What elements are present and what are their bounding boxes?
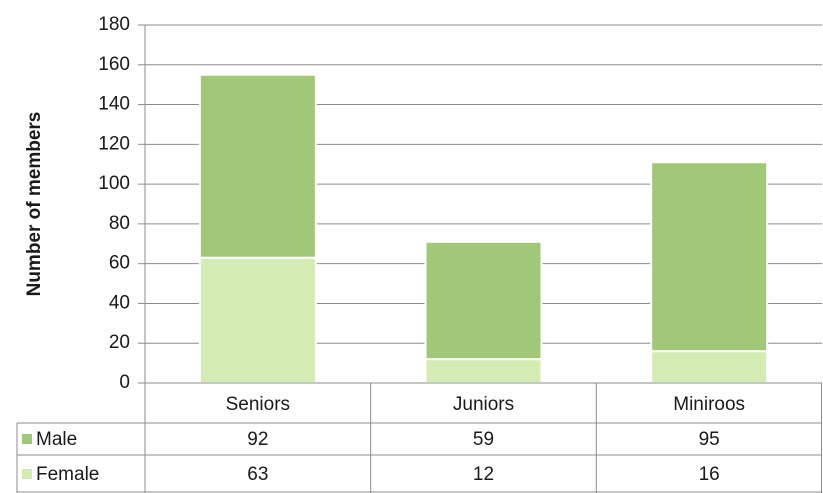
bar-segment: [650, 350, 769, 384]
bar-segment: [198, 256, 317, 385]
legend-label: Female: [36, 464, 99, 485]
y-tick-label: 60: [109, 253, 130, 274]
x-tick-label: Seniors: [226, 394, 290, 415]
y-axis-label: Number of members: [24, 112, 45, 297]
x-tick-label: Juniors: [453, 394, 514, 415]
y-tick-label: 20: [109, 332, 130, 353]
table-value: 12: [473, 464, 494, 485]
y-tick-label: 40: [109, 292, 130, 313]
y-tick-label: 100: [98, 173, 130, 194]
y-tick-label: 120: [98, 133, 130, 154]
table-value: 92: [247, 429, 268, 450]
y-tick-label: 180: [98, 14, 130, 35]
legend-swatch: [22, 469, 32, 479]
legend-label: Male: [36, 429, 77, 450]
bar-segment: [424, 240, 543, 361]
table-value: 95: [699, 429, 720, 450]
table-value: 59: [473, 429, 494, 450]
y-tick-label: 80: [109, 213, 130, 234]
bar-segment: [650, 161, 769, 353]
table-value: 16: [699, 464, 720, 485]
y-tick-label: 140: [98, 94, 130, 115]
table-value: 63: [247, 464, 268, 485]
legend-swatch: [22, 434, 32, 444]
x-tick-label: Miniroos: [673, 394, 745, 415]
y-tick-label: 160: [98, 54, 130, 75]
y-tick-label: 0: [119, 372, 130, 393]
bar-segment: [198, 73, 317, 259]
bar-segment: [424, 358, 543, 384]
